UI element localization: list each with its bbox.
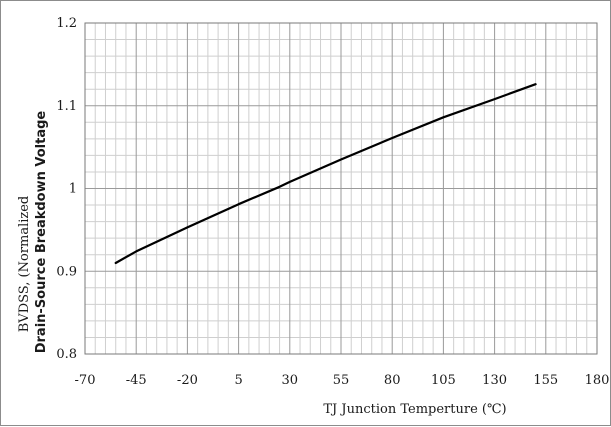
y-tick-label: 1.2 (56, 16, 77, 31)
x-tick-label: 55 (333, 373, 350, 388)
x-tick-labels: -70 -45 -20 5 30 55 80 105 130 155 180 (75, 373, 610, 388)
x-tick-label: 105 (431, 373, 456, 388)
x-tick-label: 5 (234, 373, 242, 388)
y-tick-labels: 0.8 0.9 1 1.1 1.2 (56, 16, 77, 362)
x-tick-label: 180 (585, 373, 610, 388)
x-tick-label: -20 (177, 373, 198, 388)
x-tick-label: -70 (75, 373, 96, 388)
x-tick-label: 30 (282, 373, 299, 388)
y-tick-label: 0.9 (56, 264, 77, 279)
y-tick-label: 1 (69, 182, 77, 197)
x-tick-label: 130 (482, 373, 507, 388)
x-tick-label: 155 (533, 373, 558, 388)
x-axis-title: TJ Junction Temperture (℃) (323, 402, 506, 417)
y-tick-label: 0.8 (56, 347, 77, 362)
y-axis-title-line2: Drain-Source Breakdown Voltage (34, 111, 49, 354)
plot-area-border (84, 22, 598, 355)
series-line (114, 83, 537, 265)
x-tick-label: -45 (126, 373, 147, 388)
y-tick-label: 1.1 (56, 99, 77, 114)
series-layer (114, 83, 537, 265)
y-axis-title-line1: BVDSS, (Normalized (17, 196, 32, 333)
x-tick-label: 80 (384, 373, 401, 388)
plot-border-rect (84, 22, 598, 355)
